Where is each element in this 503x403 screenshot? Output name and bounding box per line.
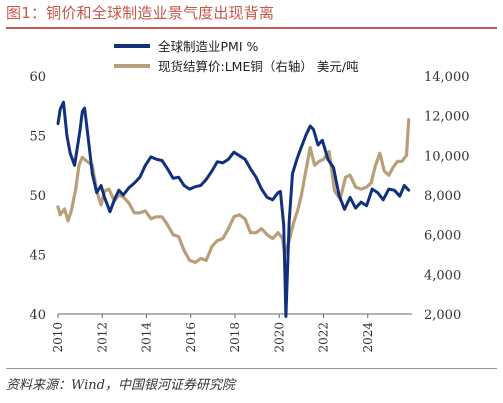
y-right-tick-label: 2,000 (424, 308, 461, 323)
y-right-tick-label: 4,000 (424, 268, 461, 283)
source-note: 资料来源：Wind，中国银河证券研究院 (6, 378, 235, 393)
copper-price-series-line (56, 117, 411, 264)
x-tick-label: 2016 (184, 322, 198, 353)
x-tick-label: 2014 (140, 322, 154, 353)
source-rule (6, 368, 497, 369)
x-tick-label: 2020 (272, 322, 286, 353)
legend-item-copper-label: 现货结算价:LME铜（右轴） 美元/吨 (158, 59, 359, 74)
x-tick-label: 2010 (51, 322, 65, 353)
pmi-series-line (56, 100, 411, 318)
y-left-tick-label: 50 (29, 189, 46, 204)
y-right-tick-label: 8,000 (424, 189, 461, 204)
y-left-tick-label: 55 (29, 130, 46, 145)
y-left-tick-label: 40 (29, 308, 46, 323)
y-right-tick-label: 14,000 (424, 70, 470, 85)
legend-item-pmi-label: 全球制造业PMI % (158, 39, 258, 54)
title-rule (6, 27, 497, 29)
x-tick-label: 2022 (317, 322, 331, 353)
x-tick-label: 2018 (228, 322, 242, 353)
x-tick-label: 2024 (361, 322, 375, 353)
y-left-tick-label: 60 (29, 70, 46, 85)
y-right-tick-label: 10,000 (424, 149, 470, 164)
y-right-tick-label: 12,000 (424, 110, 470, 125)
figure-title: 图1：铜价和全球制造业景气度出现背离 (6, 4, 275, 22)
x-tick-label: 2012 (95, 322, 109, 353)
y-left-tick-label: 45 (29, 249, 46, 264)
y-right-tick-label: 6,000 (424, 229, 461, 244)
